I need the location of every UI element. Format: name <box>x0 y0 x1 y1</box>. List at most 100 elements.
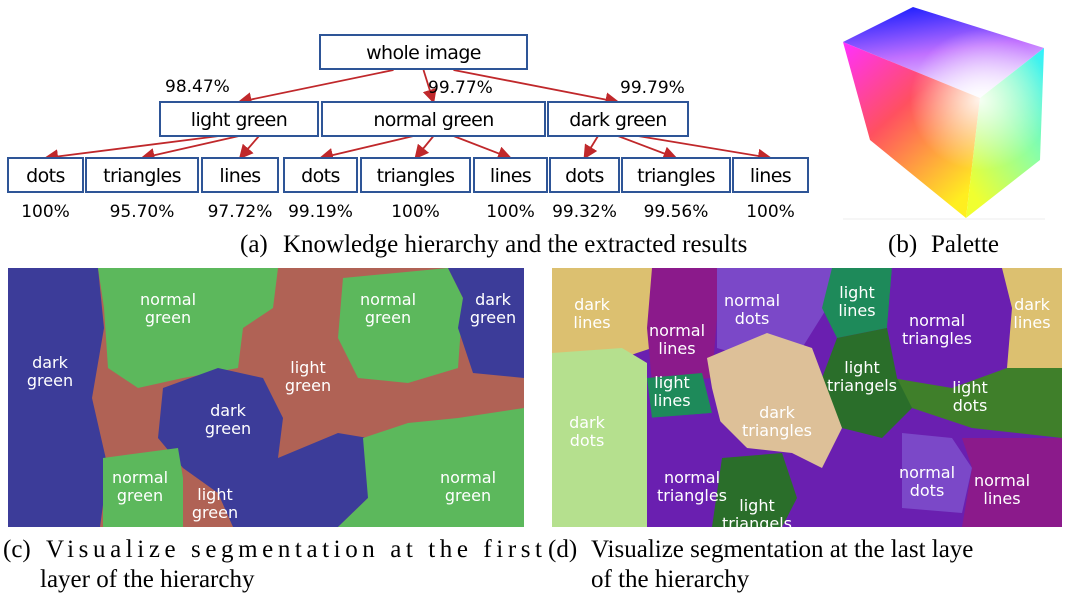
caption-line: Visualize segmentation at the last laye <box>591 536 973 563</box>
leaf-accuracy: 95.70% <box>110 202 175 222</box>
region-label-line: dots <box>910 481 945 500</box>
region-label: lightdots <box>952 378 987 415</box>
region-label-line: lines <box>653 391 690 410</box>
caption-line: Palette <box>931 231 999 258</box>
caption: (c)Visualize segmentation at the firstla… <box>3 536 542 593</box>
region-label-line: triangles <box>742 421 812 440</box>
figure: whole imagelight green98.47%dots100%tria… <box>0 0 1069 607</box>
leaf-node-label: lines <box>750 165 791 187</box>
region-label-line: light <box>839 283 874 302</box>
arrow <box>239 70 394 102</box>
leaf-node-label: dots <box>565 165 604 187</box>
region-label: lightlines <box>838 283 875 320</box>
region-label-line: light <box>654 373 689 392</box>
leaf-node-label: lines <box>219 165 260 187</box>
region-label-line: light <box>290 358 325 377</box>
caption-line: layer of the hierarchy <box>40 566 255 593</box>
region-label-line: green <box>365 308 411 327</box>
region-label-line: green <box>117 486 163 505</box>
region-label-line: dark <box>574 295 611 314</box>
region-label-line: dots <box>735 309 770 328</box>
caption-marker: (a) <box>240 231 268 258</box>
caption: (b) Palette <box>888 231 999 258</box>
region-label-line: green <box>285 376 331 395</box>
region-label-line: triangles <box>657 486 727 505</box>
region-label: darkdots <box>569 413 606 450</box>
body: whole imagelight green98.47%dots100%tria… <box>0 0 1069 607</box>
region-label-line: dark <box>1014 295 1051 314</box>
leaf-accuracy: 100% <box>391 202 440 222</box>
region-label-line: lines <box>573 313 610 332</box>
region-label-line: triangels <box>827 376 897 395</box>
region-label: lightlines <box>653 373 690 410</box>
palette-cube <box>843 7 1045 219</box>
region-label-line: green <box>470 308 516 327</box>
region-label: normalgreen <box>140 290 196 327</box>
leaf-accuracy: 99.32% <box>552 202 617 222</box>
caption-marker: (b) <box>888 231 917 258</box>
arrow <box>618 136 676 158</box>
caption: (a) Knowledge hierarchy and the extracted… <box>240 231 747 258</box>
caption-line: of the hierarchy <box>591 566 750 593</box>
leaf-accuracy: 99.19% <box>288 202 353 222</box>
region-label-line: dark <box>759 403 796 422</box>
leaf-accuracy: 100% <box>21 202 70 222</box>
region-label-line: light <box>739 496 774 515</box>
region-label-line: dark <box>32 353 69 372</box>
arrow <box>638 136 771 158</box>
region-label-line: normal <box>899 463 955 482</box>
region-label-line: normal <box>724 291 780 310</box>
caption-line: Visualize segmentation at the first <box>46 536 542 563</box>
region-label-line: triangels <box>722 514 792 533</box>
arrow <box>240 136 259 158</box>
leaf-accuracy: 99.56% <box>644 202 709 222</box>
region-label-line: normal <box>360 290 416 309</box>
region-label-line: normal <box>140 290 196 309</box>
arrow <box>416 136 434 158</box>
region-label-line: green <box>27 371 73 390</box>
region-label-line: dark <box>475 290 512 309</box>
region-label-line: lines <box>983 489 1020 508</box>
region-label-line: normal <box>440 468 496 487</box>
leaf-node-label: lines <box>490 165 531 187</box>
region-label: normaltriangles <box>902 311 972 348</box>
group-node-label: dark green <box>569 109 666 131</box>
region-label-line: dots <box>953 396 988 415</box>
region-label-line: lines <box>1013 313 1050 332</box>
group-node-label: normal green <box>373 109 493 131</box>
region-label-line: normal <box>909 311 965 330</box>
caption-marker: (d) <box>548 536 577 563</box>
caption-line: Knowledge hierarchy and the extracted re… <box>283 231 747 258</box>
leaf-node-label: triangles <box>377 165 455 187</box>
cube-highlight <box>843 7 1044 218</box>
leaf-node-label: dots <box>301 165 340 187</box>
region-label-line: green <box>205 419 251 438</box>
region-label-line: light <box>844 358 879 377</box>
region-label-line: normal <box>112 468 168 487</box>
region-label-line: light <box>197 485 232 504</box>
page: Knowledge hierarchy figure {"tree": {"ro… <box>0 0 1069 607</box>
root-node-label: whole image <box>366 42 481 64</box>
region-label-line: light <box>952 378 987 397</box>
region-label-line: green <box>192 503 238 522</box>
leaf-node-label: triangles <box>103 165 181 187</box>
caption: (d) Visualize segmentation at the last la… <box>548 536 973 593</box>
region-label-line: dots <box>570 431 605 450</box>
region-label-line: normal <box>974 471 1030 490</box>
leaf-node-label: dots <box>26 165 65 187</box>
region-label-line: lines <box>658 339 695 358</box>
region-label-line: normal <box>649 321 705 340</box>
region-label-line: green <box>145 308 191 327</box>
arrow <box>321 136 414 158</box>
leaf-accuracy: 100% <box>486 202 535 222</box>
region-label-line: triangles <box>902 329 972 348</box>
